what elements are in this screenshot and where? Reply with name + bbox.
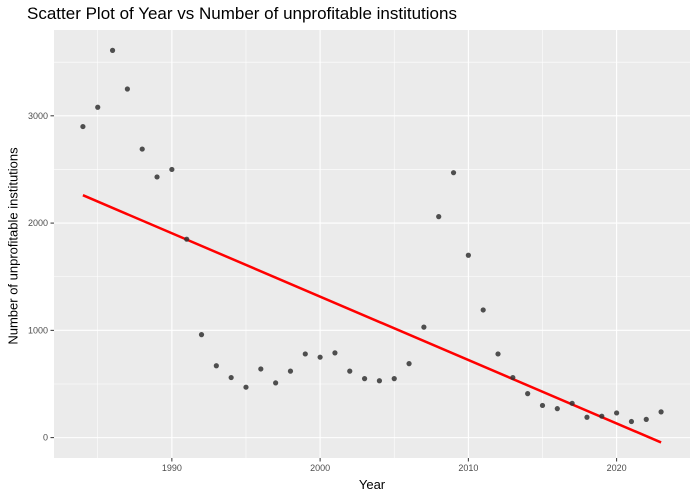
data-point bbox=[347, 368, 353, 374]
data-point bbox=[643, 416, 649, 422]
plot-panel bbox=[54, 30, 690, 458]
data-point bbox=[243, 384, 249, 390]
data-point bbox=[287, 368, 294, 374]
data-point bbox=[539, 402, 546, 409]
y-tick-label: 2000 bbox=[28, 218, 48, 228]
minor-gridlines bbox=[54, 30, 690, 458]
x-axis-label: Year bbox=[358, 477, 386, 492]
data-point bbox=[198, 332, 205, 338]
y-tick-label: 0 bbox=[43, 433, 48, 443]
data-point bbox=[569, 400, 575, 406]
major-gridlines bbox=[54, 30, 690, 458]
data-point bbox=[228, 374, 234, 381]
y-tick-label: 3000 bbox=[28, 111, 48, 121]
data-point bbox=[614, 410, 620, 416]
data-point bbox=[332, 350, 338, 356]
data-point bbox=[169, 166, 175, 173]
data-point bbox=[525, 391, 531, 397]
chart-title: Scatter Plot of Year vs Number of unprof… bbox=[27, 4, 457, 23]
trend-line-layer bbox=[82, 194, 662, 444]
data-point bbox=[139, 146, 145, 152]
data-point bbox=[406, 361, 412, 367]
data-points bbox=[80, 47, 664, 425]
y-tick-label: 1000 bbox=[28, 325, 48, 335]
data-point bbox=[510, 374, 516, 381]
data-point bbox=[154, 174, 160, 180]
x-tick-label: 2000 bbox=[310, 463, 330, 473]
y-axis-label: Number of unprofitable institutions bbox=[5, 147, 21, 345]
data-point bbox=[376, 378, 383, 384]
data-point bbox=[184, 236, 190, 242]
data-point bbox=[480, 307, 486, 313]
data-point bbox=[436, 214, 442, 220]
data-point bbox=[80, 123, 86, 130]
data-point bbox=[465, 252, 471, 258]
data-point bbox=[109, 47, 116, 53]
data-point bbox=[361, 376, 368, 382]
data-point bbox=[124, 86, 130, 92]
data-point bbox=[658, 409, 664, 415]
data-point bbox=[317, 354, 323, 360]
data-point bbox=[584, 414, 590, 420]
x-tick-label: 1990 bbox=[162, 463, 182, 473]
data-point bbox=[258, 366, 264, 372]
data-point bbox=[628, 418, 635, 425]
x-tick-label: 2020 bbox=[607, 463, 627, 473]
data-point bbox=[273, 380, 279, 386]
x-axis: 1990 2000 2010 2020 bbox=[162, 458, 627, 473]
data-point bbox=[391, 376, 397, 382]
data-point bbox=[302, 351, 308, 357]
data-point bbox=[213, 363, 219, 369]
data-point bbox=[95, 104, 101, 110]
data-point bbox=[554, 406, 560, 412]
data-point bbox=[450, 170, 457, 176]
trend-line bbox=[82, 194, 662, 444]
x-tick-label: 2010 bbox=[458, 463, 478, 473]
data-point bbox=[495, 351, 501, 357]
data-point bbox=[599, 413, 605, 419]
y-axis: 0 1000 2000 3000 bbox=[28, 111, 54, 443]
data-point bbox=[421, 324, 427, 330]
